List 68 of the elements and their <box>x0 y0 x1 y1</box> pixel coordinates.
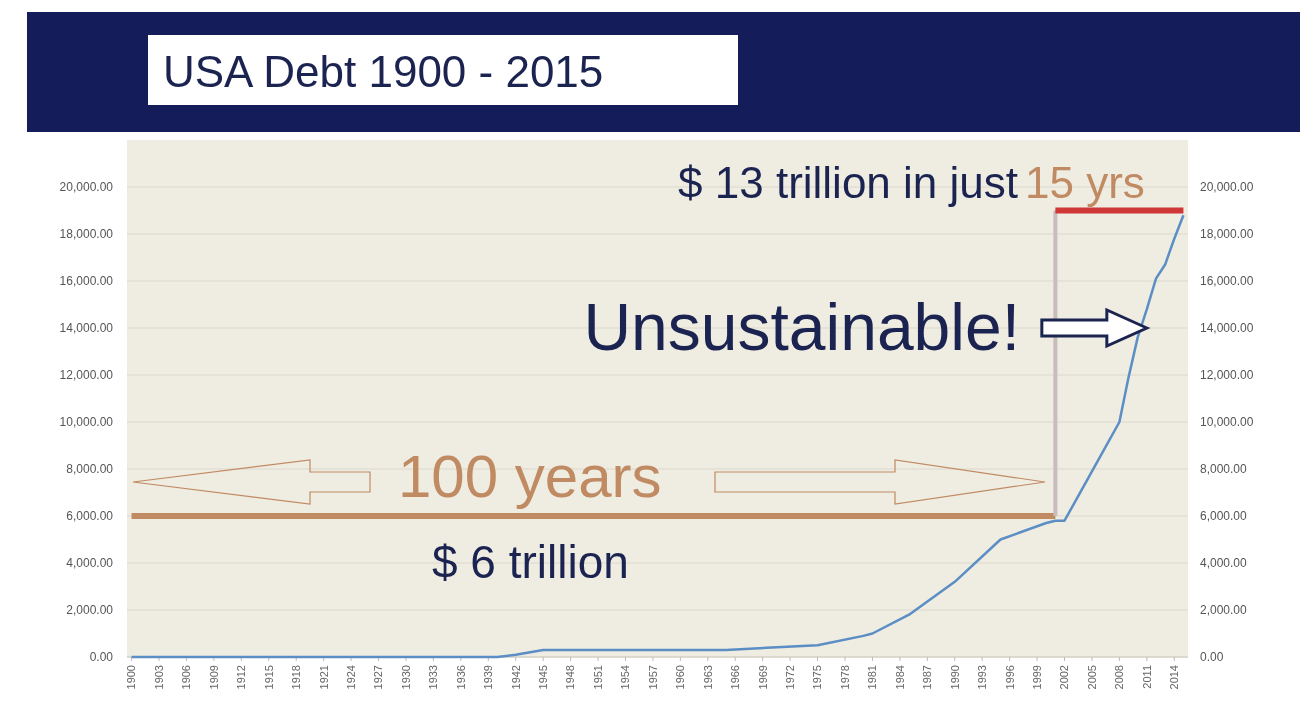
annotation: 15 yrs <box>1025 158 1145 207</box>
x-tick-label: 1972 <box>783 665 796 690</box>
annotation: $ 6 trillion <box>432 536 629 588</box>
x-tick-label: 1978 <box>838 665 851 690</box>
x-tick-label: 1948 <box>564 665 577 690</box>
y-tick-label: 16,000.00 <box>59 274 114 289</box>
y-tick-label: 20,000.00 <box>59 180 114 195</box>
x-tick-label: 1933 <box>427 665 440 690</box>
y-tick-label: 10,000.00 <box>59 415 114 430</box>
x-tick-label: 1969 <box>756 665 769 690</box>
x-tick-label: 1951 <box>591 665 604 690</box>
y-tick-label: 18,000.00 <box>59 227 114 242</box>
x-tick-label: 1981 <box>866 665 879 690</box>
annotation: Unsustainable! <box>583 290 1020 364</box>
y2-tick-label: 18,000.00 <box>1200 227 1254 242</box>
x-tick-label: 1918 <box>290 665 303 690</box>
y-tick-label: 2,000.00 <box>66 603 114 618</box>
x-tick-label: 1954 <box>619 665 632 690</box>
y2-tick-label: 10,000.00 <box>1200 415 1254 430</box>
x-tick-label: 1999 <box>1030 665 1043 690</box>
y-tick-label: 0.00 <box>89 650 114 665</box>
x-tick-label: 1903 <box>152 665 165 690</box>
x-tick-label: 1915 <box>262 665 275 690</box>
x-tick-label: 1939 <box>482 665 495 690</box>
line-series <box>130 213 1185 659</box>
x-tick-label: 2002 <box>1058 665 1071 690</box>
x-tick-label: 2011 <box>1140 665 1153 689</box>
x-tick-label: 1993 <box>976 665 989 690</box>
x-tick-label: 1909 <box>207 665 220 690</box>
x-tick-label: 2005 <box>1085 665 1098 690</box>
y2-tick-label: 6,000.00 <box>1200 509 1248 524</box>
x-tick-label: 1906 <box>180 665 193 690</box>
x-tick-label: 1987 <box>921 665 934 690</box>
y-tick-label: 12,000.00 <box>59 368 114 383</box>
y2-tick-label: 4,000.00 <box>1200 556 1248 571</box>
y2-tick-label: 20,000.00 <box>1200 180 1254 195</box>
y-tick-label: 14,000.00 <box>59 321 114 336</box>
y2-tick-label: 2,000.00 <box>1200 603 1248 618</box>
y2-tick-label: 12,000.00 <box>1200 368 1254 383</box>
y-tick-label: 6,000.00 <box>66 509 114 524</box>
y2-tick-label: 8,000.00 <box>1200 462 1248 477</box>
y2-tick-label: 0.00 <box>1200 650 1224 665</box>
annotation: $ 13 trillion in just <box>678 158 1018 207</box>
x-tick-label: 1957 <box>646 665 659 690</box>
x-tick-label: 1936 <box>454 665 467 690</box>
x-tick-label: 1942 <box>509 665 522 690</box>
x-tick-label: 1921 <box>317 665 330 690</box>
y-tick-label: 4,000.00 <box>66 556 114 571</box>
x-tick-label: 1924 <box>344 665 357 690</box>
x-tick-label: 1984 <box>893 665 906 690</box>
x-tick-label: 1927 <box>372 665 385 690</box>
x-tick-label: 1900 <box>125 665 138 690</box>
x-tick-label: 1975 <box>811 665 824 690</box>
x-tick-label: 1930 <box>399 665 412 690</box>
x-tick-label: 1996 <box>1003 665 1016 690</box>
x-tick-label: 1960 <box>674 665 687 690</box>
x-tick-label: 1990 <box>948 665 961 690</box>
annotation: 100 years <box>398 443 662 510</box>
y2-tick-label: 14,000.00 <box>1200 321 1254 336</box>
x-tick-label: 1963 <box>701 665 714 690</box>
y2-tick-label: 16,000.00 <box>1200 274 1254 289</box>
y-tick-label: 8,000.00 <box>66 462 114 477</box>
x-tick-label: 2014 <box>1168 665 1181 690</box>
x-tick-label: 2008 <box>1113 665 1126 690</box>
x-tick-label: 1966 <box>729 665 742 690</box>
chart-title: USA Debt 1900 - 2015 <box>163 47 604 96</box>
x-tick-label: 1912 <box>235 665 248 690</box>
x-tick-label: 1945 <box>537 665 550 690</box>
